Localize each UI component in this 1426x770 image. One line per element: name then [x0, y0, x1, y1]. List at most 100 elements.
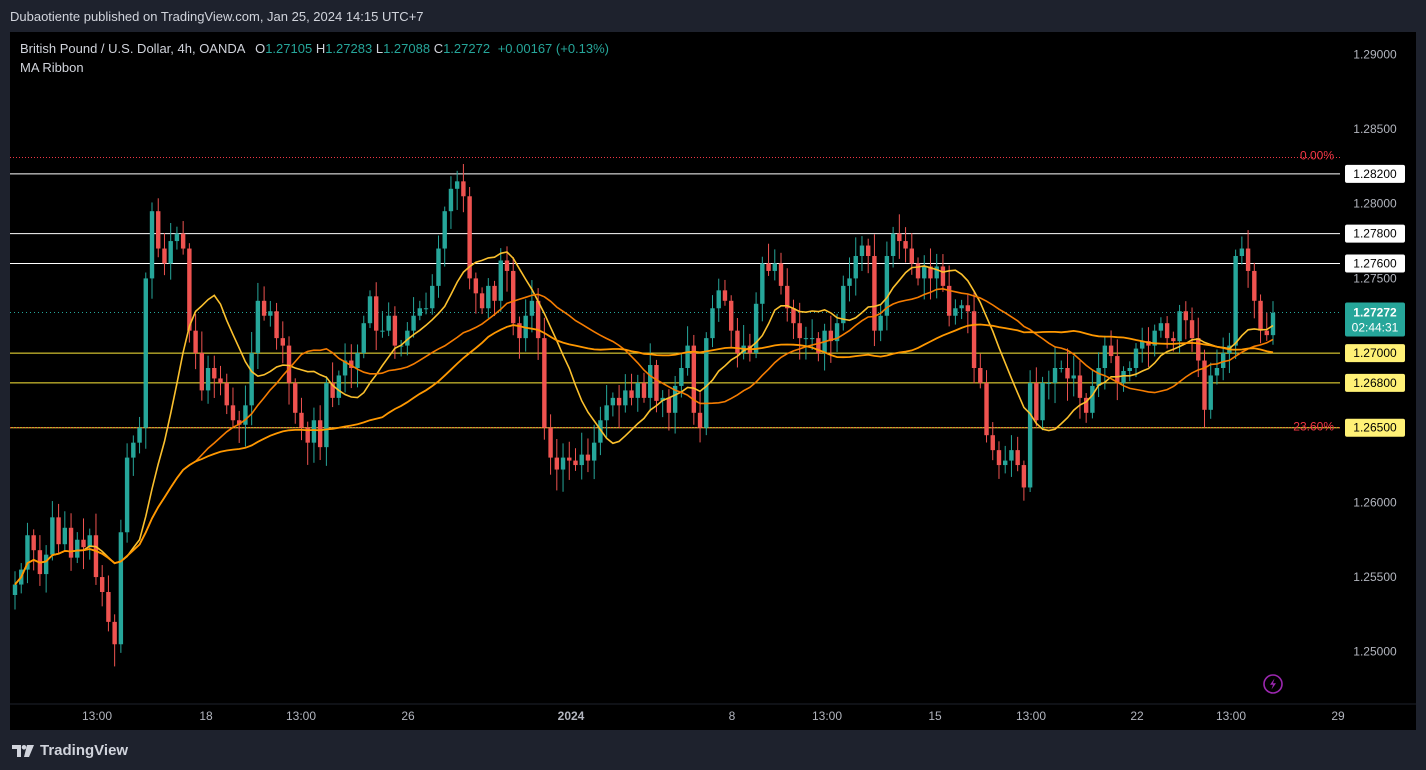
- candle-body: [635, 382, 640, 398]
- candle-body: [1214, 368, 1220, 376]
- candle-body: [629, 390, 634, 398]
- candle-body: [187, 248, 192, 331]
- candle-body: [430, 285, 435, 309]
- level-price-label: 1.27600: [1353, 256, 1397, 270]
- candle-body: [785, 285, 790, 309]
- close-label: C: [433, 41, 444, 56]
- chart-pane[interactable]: 0.00% 23.60% 1.29000 1.28500 1.28000 1.27500…: [10, 32, 1416, 730]
- candle-body: [299, 412, 304, 428]
- bolt-icon[interactable]: [1263, 674, 1283, 694]
- fib-level-label: 0.00%: [1300, 148, 1334, 162]
- candle-body: [803, 338, 809, 340]
- candle-body: [448, 188, 454, 212]
- candle-body: [330, 382, 335, 398]
- candle-body: [1021, 465, 1027, 488]
- candle-body: [735, 330, 740, 354]
- level-price-label: 1.27000: [1353, 346, 1397, 360]
- candle-body: [909, 248, 914, 264]
- indicator-ma-ribbon[interactable]: MA Ribbon: [20, 60, 84, 75]
- candle-body: [367, 296, 373, 324]
- candle-body: [567, 457, 572, 461]
- candle-body: [486, 285, 491, 309]
- candle-body: [1233, 256, 1238, 346]
- candle-body: [685, 345, 690, 368]
- ma-ribbon-line: [14, 287, 1274, 586]
- candle-body: [68, 527, 74, 558]
- candle-body: [517, 323, 522, 339]
- candle-body: [728, 300, 734, 331]
- time-tick-label: 2024: [558, 709, 585, 723]
- candle-body: [305, 427, 310, 443]
- candle-body: [554, 457, 560, 470]
- candle-body: [479, 293, 485, 309]
- price-tick-label: 1.28000: [1353, 197, 1397, 211]
- candle-body: [224, 382, 229, 406]
- candle-body: [1040, 382, 1045, 421]
- candle-body: [797, 323, 802, 339]
- candle-body: [417, 308, 423, 316]
- time-tick-label: 8: [729, 709, 736, 723]
- candle-body: [978, 368, 983, 383]
- candle-body: [504, 260, 510, 271]
- candle-body: [591, 442, 597, 461]
- ma-ribbon-line: [14, 251, 1274, 586]
- candle-body: [168, 241, 173, 264]
- level-price-label: 1.28200: [1353, 167, 1397, 181]
- candle-body: [212, 368, 217, 379]
- candle-body: [1052, 368, 1058, 383]
- time-tick-label: 13:00: [812, 709, 842, 723]
- candle-body: [255, 300, 261, 354]
- open-value: 1.27105: [265, 41, 313, 56]
- candle-body: [579, 454, 584, 466]
- high-value: 1.27283: [325, 41, 373, 56]
- candle-body: [1270, 312, 1276, 336]
- candle-body: [93, 535, 99, 578]
- candle-body: [75, 539, 80, 558]
- candle-body: [349, 360, 354, 368]
- time-tick-label: 26: [401, 709, 415, 723]
- candle-body: [398, 345, 404, 347]
- candle-body: [1003, 460, 1008, 466]
- symbol-row: British Pound / U.S. Dollar, 4h, OANDA O…: [20, 39, 609, 58]
- candle-body: [1059, 368, 1064, 369]
- candle-body: [1090, 385, 1095, 413]
- candle-body: [984, 382, 989, 436]
- price-tick-label: 1.26000: [1353, 495, 1397, 509]
- candle-body: [99, 577, 105, 592]
- candle-body: [174, 233, 180, 242]
- candle-body: [336, 375, 342, 398]
- candle-body: [1177, 311, 1182, 342]
- candle-body: [56, 517, 61, 545]
- candle-body: [423, 308, 429, 310]
- candle-body: [841, 285, 846, 324]
- candle-body: [199, 353, 205, 391]
- price-chart[interactable]: 0.00% 23.60% 1.29000 1.28500 1.28000 1.27500…: [10, 32, 1416, 730]
- candle-body: [965, 305, 971, 312]
- candle-body: [872, 256, 877, 331]
- level-price-label: 1.26800: [1353, 376, 1397, 390]
- candle-body: [816, 338, 821, 354]
- candle-body: [529, 300, 535, 316]
- candle-body: [716, 290, 721, 309]
- symbol-title[interactable]: British Pound / U.S. Dollar, 4h, OANDA: [20, 41, 246, 56]
- tradingview-logo[interactable]: TradingView: [12, 742, 128, 759]
- time-tick-label: 13:00: [1016, 709, 1046, 723]
- candle-body: [971, 311, 977, 368]
- price-tick-label: 1.25000: [1353, 645, 1397, 659]
- footer: [0, 732, 1426, 770]
- candle-body: [704, 338, 709, 428]
- last-price-label: 1.27272: [1353, 305, 1397, 319]
- candle-body: [355, 353, 360, 368]
- candle-body: [286, 345, 292, 383]
- candle-body: [467, 196, 472, 279]
- tradingview-logo-icon: [12, 744, 34, 757]
- candle-body: [753, 303, 759, 354]
- candle-body: [940, 266, 946, 286]
- candle-body: [691, 345, 697, 413]
- candle-body: [1189, 320, 1195, 339]
- high-label: H: [315, 41, 326, 56]
- candle-body: [847, 278, 852, 286]
- level-price-badge: [1345, 418, 1405, 437]
- candle-body: [436, 248, 441, 286]
- candle-body: [1183, 311, 1189, 321]
